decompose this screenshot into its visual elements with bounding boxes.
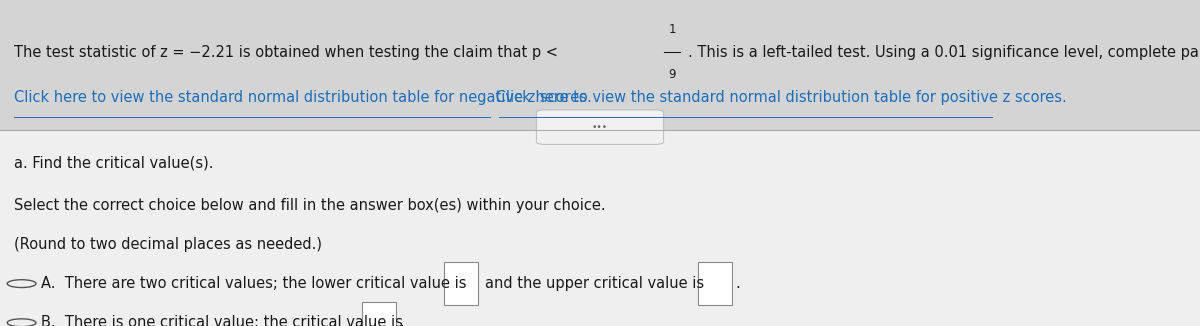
Text: (Round to two decimal places as needed.): (Round to two decimal places as needed.) — [14, 237, 323, 252]
Text: .: . — [736, 276, 740, 291]
Text: •••: ••• — [592, 123, 608, 132]
Text: 1: 1 — [668, 23, 676, 36]
Text: B.  There is one critical value; the critical value is: B. There is one critical value; the crit… — [41, 315, 403, 326]
FancyBboxPatch shape — [0, 0, 1200, 130]
Text: and the upper critical value is: and the upper critical value is — [485, 276, 704, 291]
Text: .: . — [400, 315, 404, 326]
Text: Click here to view the standard normal distribution table for negative z scores.: Click here to view the standard normal d… — [14, 90, 592, 105]
FancyBboxPatch shape — [444, 262, 478, 305]
FancyBboxPatch shape — [362, 302, 396, 326]
FancyBboxPatch shape — [536, 110, 664, 144]
Text: . This is a left-tailed test. Using a 0.01 significance level, complete parts (a: . This is a left-tailed test. Using a 0.… — [688, 45, 1200, 60]
Text: a. Find the critical value(s).: a. Find the critical value(s). — [14, 156, 214, 170]
FancyBboxPatch shape — [698, 262, 732, 305]
Text: A.  There are two critical values; the lower critical value is: A. There are two critical values; the lo… — [41, 276, 467, 291]
Text: Select the correct choice below and fill in the answer box(es) within your choic: Select the correct choice below and fill… — [14, 198, 606, 213]
Text: The test statistic of z = −2.21 is obtained when testing the claim that p <: The test statistic of z = −2.21 is obtai… — [14, 45, 563, 60]
Text: Click here to view the standard normal distribution table for positive z scores.: Click here to view the standard normal d… — [491, 90, 1067, 105]
Text: 9: 9 — [668, 68, 676, 82]
